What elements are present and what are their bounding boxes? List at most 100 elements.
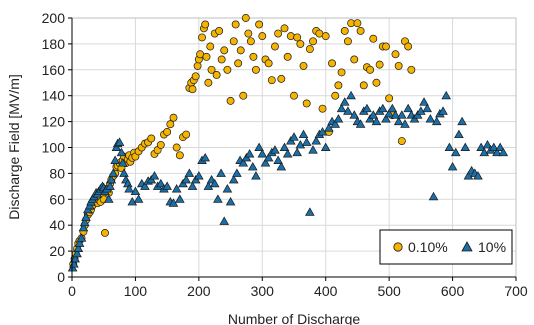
data-point-10-percent [330, 119, 341, 128]
data-point-10-percent [81, 212, 91, 221]
data-point-10-percent [498, 147, 509, 157]
data-point-10-percent [393, 116, 404, 126]
data-point-0-10-percent [274, 29, 283, 38]
data-point-10-percent [381, 114, 391, 123]
data-point-10-percent [187, 181, 198, 190]
data-point-10-percent [76, 233, 87, 242]
data-point-10-percent [482, 140, 493, 149]
data-point-0-10-percent [267, 76, 276, 85]
data-point-10-percent [73, 243, 84, 253]
data-point-0-10-percent [286, 32, 295, 41]
data-point-10-percent [78, 222, 89, 232]
data-point-0-10-percent [198, 33, 206, 42]
data-point-0-10-percent [331, 91, 340, 100]
data-point-0-10-percent [255, 20, 264, 29]
data-point-10-percent [270, 145, 280, 154]
data-point-10-percent [260, 158, 271, 167]
data-point-10-percent [419, 97, 429, 106]
data-point-10-percent [117, 158, 128, 167]
data-point-10-percent [473, 171, 483, 180]
data-point-10-percent [425, 114, 436, 123]
data-point-10-percent [263, 152, 274, 162]
data-point-10-percent [254, 142, 264, 151]
x-tick-label: 0 [68, 283, 76, 299]
data-point-0-10-percent [271, 42, 279, 51]
data-point-0-10-percent [343, 37, 352, 46]
data-point-10-percent [251, 171, 261, 180]
data-point-10-percent [155, 178, 166, 188]
data-point-10-percent [343, 106, 353, 115]
y-tick-label: 180 [42, 36, 66, 52]
legend-marker-10-percent [461, 241, 473, 252]
data-point-10-percent [103, 194, 114, 203]
data-point-10-percent [444, 142, 455, 151]
legend: 0.10% 10% [379, 229, 513, 265]
data-point-0-10-percent [223, 65, 232, 74]
y-axis-title: Discharge Field [MV/m] [6, 74, 22, 219]
data-point-10-percent [292, 147, 302, 157]
data-point-10-percent [387, 103, 398, 113]
data-point-0-10-percent [156, 140, 165, 149]
data-point-10-percent [171, 184, 182, 193]
data-point-10-percent [175, 194, 185, 203]
data-point-10-percent [203, 181, 214, 190]
data-point-10-percent [320, 142, 331, 151]
data-point-0-10-percent [318, 104, 327, 113]
data-point-10-percent [371, 116, 382, 126]
data-point-10-percent [377, 103, 388, 113]
data-point-0-10-percent [375, 60, 384, 69]
data-point-0-10-percent [321, 32, 330, 41]
x-tick-label: 300 [251, 283, 275, 299]
data-point-0-10-percent [359, 81, 368, 90]
y-tick-label: 160 [42, 62, 66, 78]
data-point-0-10-percent [353, 19, 362, 28]
data-point-10-percent [140, 181, 150, 190]
data-point-0-10-percent [407, 65, 416, 74]
data-point-0-10-percent [337, 68, 346, 77]
data-point-0-10-percent [296, 39, 305, 48]
data-point-10-percent [488, 142, 499, 151]
data-point-10-percent [492, 147, 502, 157]
data-point-0-10-percent [202, 52, 211, 61]
x-tick-label: 700 [504, 283, 528, 299]
data-point-0-10-percent [356, 27, 365, 35]
data-point-10-percent [149, 171, 160, 180]
y-tick-label: 60 [49, 191, 65, 207]
data-point-0-10-percent [239, 91, 248, 100]
data-point-10-percent [447, 162, 458, 171]
data-point-10-percent [457, 116, 467, 126]
data-point-0-10-percent [280, 24, 289, 33]
x-tick-label: 600 [441, 283, 465, 299]
data-point-0-10-percent [166, 120, 175, 129]
data-point-0-10-percent [283, 52, 292, 61]
data-point-0-10-percent [191, 72, 200, 81]
data-point-10-percent [476, 142, 486, 151]
data-point-10-percent [184, 168, 195, 177]
y-tick-label: 200 [42, 10, 66, 26]
data-point-10-percent [295, 140, 306, 149]
data-point-0-10-percent [204, 78, 213, 87]
data-point-10-percent [279, 142, 290, 151]
data-point-0-10-percent [334, 81, 343, 90]
data-point-0-10-percent [217, 55, 226, 64]
data-point-0-10-percent [258, 32, 267, 41]
data-point-10-percent [390, 110, 401, 119]
data-point-0-10-percent [207, 65, 216, 74]
y-tick-label: 20 [49, 243, 65, 259]
data-point-0-10-percent [201, 20, 210, 29]
data-point-10-percent [114, 137, 125, 146]
data-point-10-percent [244, 149, 255, 158]
y-tick-label: 80 [49, 165, 65, 181]
data-point-10-percent [273, 155, 283, 164]
data-point-10-percent [70, 253, 80, 263]
legend-label-0-10-percent: 0.10% [408, 239, 448, 255]
data-point-10-percent [495, 142, 505, 151]
y-tick-label: 0 [57, 269, 65, 285]
data-point-10-percent [441, 90, 452, 100]
data-point-10-percent [397, 110, 407, 119]
data-point-10-percent [298, 129, 309, 139]
data-point-0-10-percent [169, 113, 178, 122]
data-point-10-percent [308, 145, 318, 154]
x-tick-label: 200 [187, 283, 211, 299]
data-point-10-percent [431, 116, 442, 126]
